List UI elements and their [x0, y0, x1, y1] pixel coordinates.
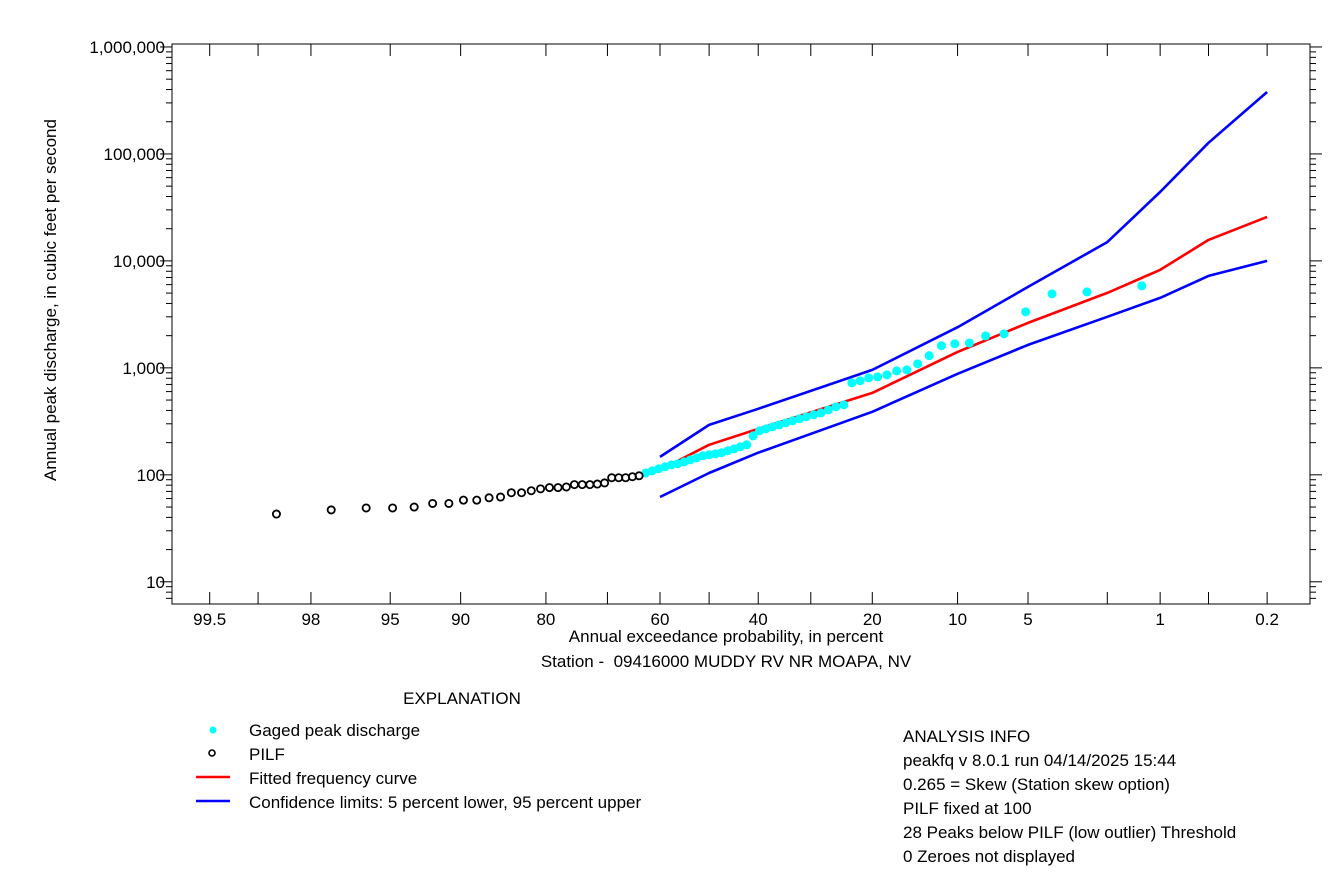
legend-label-confidence: Confidence limits: 5 percent lower, 95 p… [249, 793, 642, 812]
x-axis-label: Annual exceedance probability, in percen… [569, 627, 884, 646]
x-tick-label: 40 [749, 610, 768, 629]
fitted-frequency-curve [659, 215, 1268, 472]
pilf-point [472, 495, 482, 505]
gaged-peak-point [924, 351, 934, 361]
pilf-point [506, 488, 516, 498]
x-tick-label: 0.2 [1255, 610, 1279, 629]
gaged-peak-point [873, 372, 883, 382]
gaged-peak-point [802, 412, 812, 422]
legend-label-gaged: Gaged peak discharge [249, 721, 420, 740]
pilf-point [409, 502, 419, 512]
pilf-point [561, 482, 571, 492]
pilf-point [536, 484, 546, 494]
y-tick-label: 1,000,000 [89, 38, 165, 57]
x-tick-label: 10 [948, 610, 967, 629]
gaged-peak-point [748, 431, 758, 441]
x-tick-label: 99.5 [193, 610, 226, 629]
x-tick-label: 90 [451, 610, 470, 629]
y-tick-label: 10 [146, 573, 165, 592]
y-tick-label: 100 [137, 466, 165, 485]
station-subtitle: Station - 09416000 MUDDY RV NR MOAPA, NV [541, 652, 912, 671]
gaged-peak-point [964, 338, 974, 348]
x-tick-label: 95 [381, 610, 400, 629]
pilf-point [585, 480, 595, 490]
gaged-peak-point [981, 331, 991, 341]
legend-label-pilf: PILF [249, 745, 285, 764]
confidence-limit-upper-line [659, 91, 1268, 458]
y-axis-label: Annual peak discharge, in cubic feet per… [41, 119, 60, 481]
pilf-point [458, 495, 468, 505]
pilf-point [569, 480, 579, 490]
pilf-point [517, 488, 527, 498]
gaged-peak-point [839, 400, 849, 410]
pilf-point [271, 509, 281, 519]
x-tick-label: 98 [301, 610, 320, 629]
pilf-point [444, 498, 454, 508]
analysis-info-line: PILF fixed at 100 [903, 799, 1032, 818]
y-tick-label: 10,000 [113, 252, 165, 271]
x-tick-label: 80 [536, 610, 555, 629]
gaged-peak-point [1082, 287, 1092, 297]
analysis-info-line: 28 Peaks below PILF (low outlier) Thresh… [903, 823, 1236, 842]
confidence-limit-lower-line [659, 259, 1268, 499]
pilf-point [592, 479, 602, 489]
pilf-point [428, 498, 438, 508]
gaged-peak-point [788, 416, 798, 426]
legend-marker-pilf [208, 749, 216, 757]
gaged-peak-point [1021, 307, 1031, 317]
gaged-peak-point [864, 373, 874, 383]
legend-marker-gaged [209, 726, 217, 734]
x-tick-label: 5 [1023, 610, 1032, 629]
legend: EXPLANATION Gaged peak discharge PILF Fi… [196, 689, 642, 812]
gaged-peak-point [809, 410, 819, 420]
pilf-point [388, 503, 398, 513]
gaged-peak-point [816, 408, 826, 418]
legend-title: EXPLANATION [403, 689, 521, 708]
pilf-point [600, 478, 610, 488]
pilf-point [553, 483, 563, 493]
y-tick-label: 100,000 [104, 145, 165, 164]
x-tick-label: 20 [863, 610, 882, 629]
pilf-point [326, 505, 336, 515]
pilf-point [526, 486, 536, 496]
y-tick-label: 1,000 [122, 359, 165, 378]
gaged-peak-point [913, 359, 923, 369]
gaged-peak-point [847, 378, 857, 388]
chart-marks [271, 91, 1268, 519]
gaged-peak-point [999, 329, 1009, 339]
gaged-peak-point [755, 426, 765, 436]
gaged-peak-point [823, 405, 833, 415]
x-tick-label: 60 [651, 610, 670, 629]
gaged-peak-point [950, 339, 960, 349]
pilf-point [607, 473, 617, 483]
pilf-point [577, 480, 587, 490]
pilf-point [544, 483, 554, 493]
analysis-info-line: 0 Zeroes not displayed [903, 847, 1075, 866]
x-tick-label: 1 [1155, 610, 1164, 629]
analysis-info-line: 0.265 = Skew (Station skew option) [903, 775, 1170, 794]
gaged-peak-point [1137, 281, 1147, 291]
gaged-peak-point [855, 376, 865, 386]
gaged-peak-point [831, 402, 841, 412]
plot-frame [171, 43, 1311, 605]
pilf-point [496, 492, 506, 502]
gaged-peak-point [892, 366, 902, 376]
gaged-peak-point [902, 365, 912, 375]
analysis-info-title: ANALYSIS INFO [903, 727, 1030, 746]
gaged-peak-point [1047, 289, 1057, 299]
analysis-info-line: peakfq v 8.0.1 run 04/14/2025 15:44 [903, 751, 1176, 770]
pilf-point [361, 503, 371, 513]
axes: 99.5 98 95 90 80 60 40 20 10 5 1 0.2 10 100 1,000 10,00… [89, 38, 1322, 629]
pilf-point [484, 493, 494, 503]
gaged-peak-point [936, 341, 946, 351]
gaged-peak-point [795, 414, 805, 424]
gaged-peak-point [882, 370, 892, 380]
analysis-info: ANALYSIS INFO peakfq v 8.0.1 run 04/14/2… [903, 727, 1236, 866]
legend-label-fitted: Fitted frequency curve [249, 769, 417, 788]
